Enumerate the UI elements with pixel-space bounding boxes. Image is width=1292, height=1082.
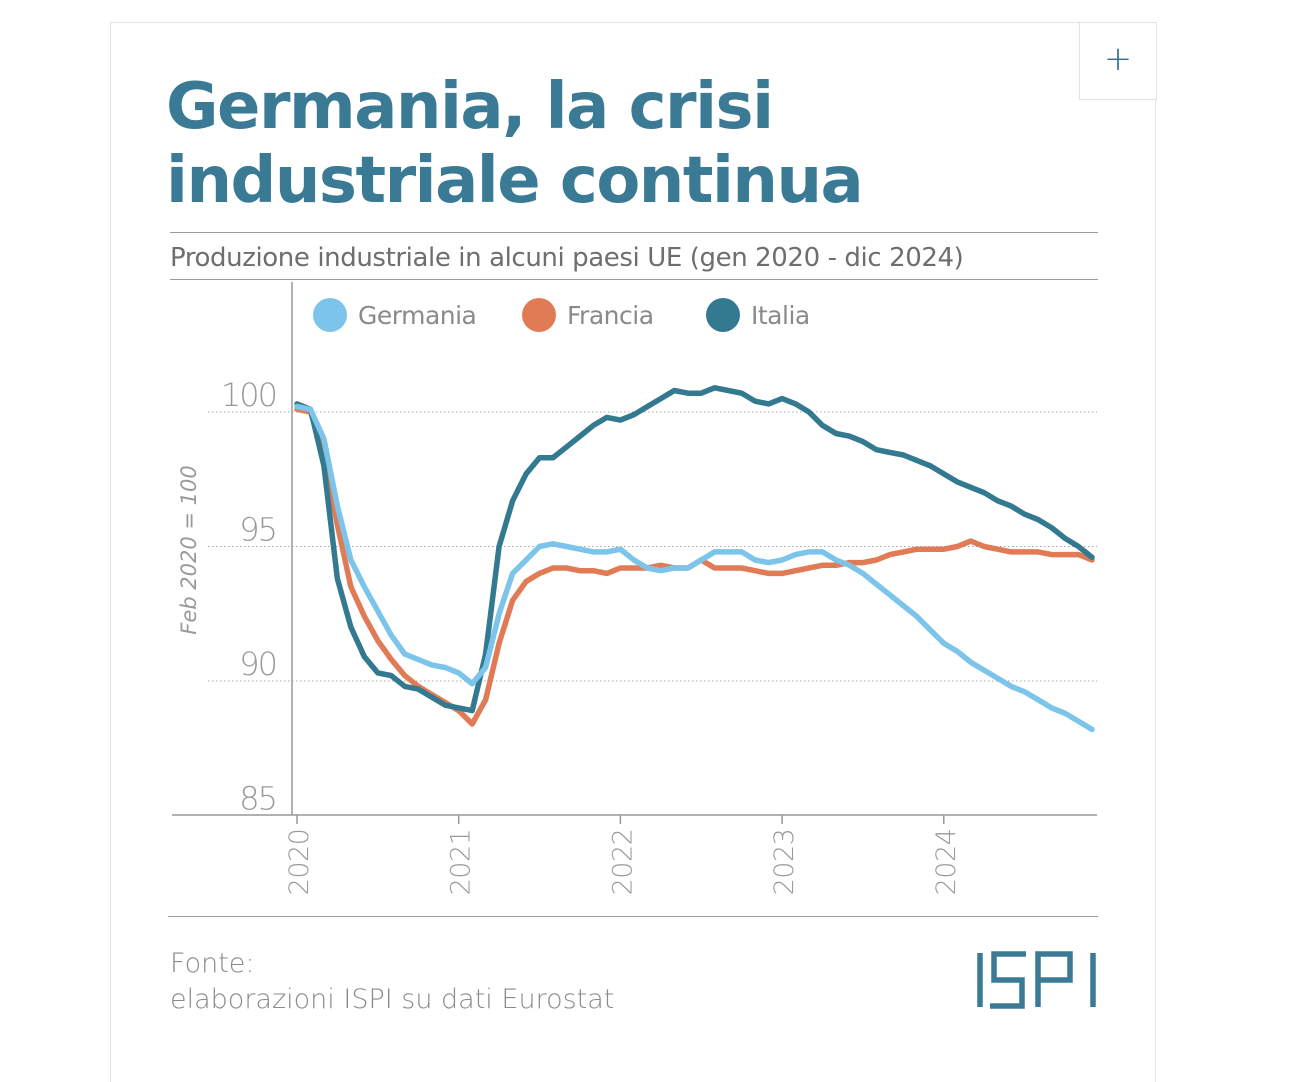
legend-label-italia: Italia	[751, 301, 810, 330]
legend-swatch-germania	[313, 298, 347, 332]
chart-subtitle: Produzione industriale in alcuni paesi U…	[170, 243, 964, 273]
ispi-logo	[977, 951, 1096, 1009]
footer-divider	[168, 916, 1098, 917]
source-text: elaborazioni ISPI su dati Eurostat	[170, 984, 615, 1015]
chart-card	[110, 22, 1156, 1082]
legend-label-francia: Francia	[567, 301, 654, 330]
legend-item-italia: Italia	[706, 298, 810, 332]
expand-button[interactable]: +	[1079, 22, 1157, 100]
y-tick-label-95: 95	[239, 511, 276, 549]
source-label: Fonte:	[170, 948, 255, 979]
title-divider	[170, 232, 1098, 233]
y-tick-label-100: 100	[221, 376, 276, 414]
legend-label-germania: Germania	[358, 301, 476, 330]
x-tick-label-2021: 2021	[446, 829, 477, 896]
plus-icon: +	[1103, 39, 1133, 79]
legend-swatch-italia	[706, 298, 740, 332]
y-axis-label: Feb 2020 = 100	[177, 465, 201, 634]
subtitle-divider	[170, 279, 1098, 280]
axes: 85 90 95 100 2020 2021 2022 2023 2024 Feb 2020 = …	[172, 282, 1097, 895]
title-line-1: Germania, la crisi	[166, 70, 774, 144]
series-line-italia	[294, 385, 1095, 714]
legend-item-francia: Francia	[522, 298, 654, 332]
line-chart: 85 90 95 100 2020 2021 2022 2023 2024 Feb 2020 = …	[172, 282, 1097, 895]
title-line-2: industriale continua	[166, 144, 864, 218]
x-tick-label-2024: 2024	[931, 829, 962, 896]
y-tick-label-90: 90	[239, 645, 276, 683]
series-lines	[294, 385, 1095, 733]
legend: Germania Francia Italia	[313, 298, 810, 332]
x-tick-label-2023: 2023	[769, 829, 800, 896]
legend-item-germania: Germania	[313, 298, 477, 332]
x-tick-label-2022: 2022	[607, 829, 638, 896]
legend-swatch-francia	[522, 298, 556, 332]
series-line-germania	[294, 403, 1095, 733]
x-tick-label-2020: 2020	[284, 829, 315, 896]
page-title: Germania, la crisi industriale continua	[166, 70, 1046, 218]
y-tick-label-85: 85	[239, 780, 276, 818]
source-note: Fonte: elaborazioni ISPI su dati Eurosta…	[170, 946, 614, 1018]
